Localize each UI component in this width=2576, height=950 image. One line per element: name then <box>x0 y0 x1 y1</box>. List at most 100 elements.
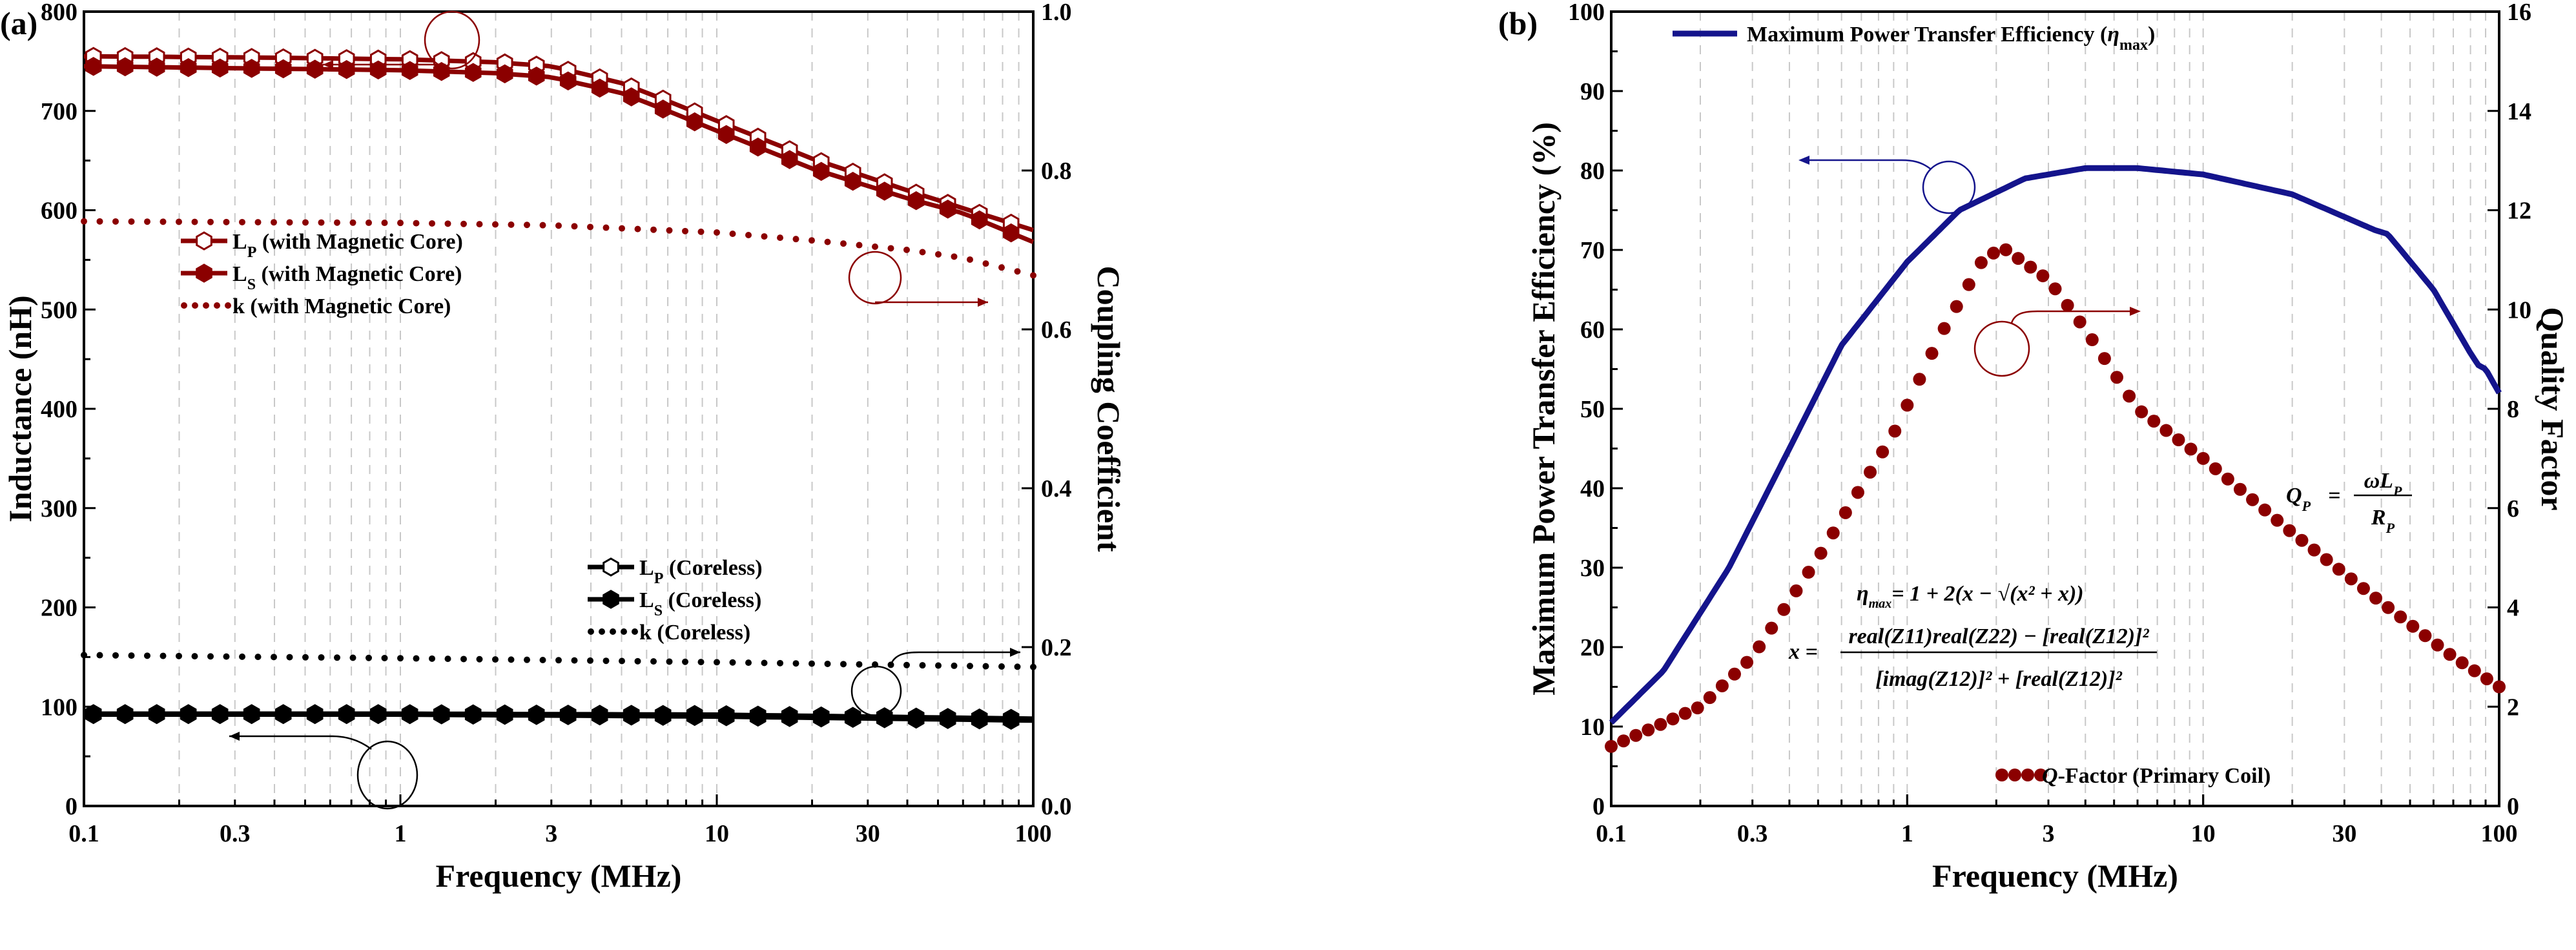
y-tick-label: 80 <box>1580 158 1605 185</box>
x-tick-label: 0.1 <box>1596 820 1627 847</box>
data-point <box>1777 603 1791 616</box>
data-point <box>1002 710 1020 730</box>
data-point <box>2172 433 2185 446</box>
data-point <box>824 660 831 667</box>
data-point <box>1901 398 1914 412</box>
data-point <box>1765 621 1778 635</box>
data-point <box>1617 734 1631 748</box>
data-point <box>971 710 988 730</box>
legend-marker <box>225 302 231 309</box>
data-point <box>413 655 420 662</box>
data-point <box>654 99 672 119</box>
label-part: L <box>639 556 654 580</box>
data-point <box>112 218 119 225</box>
data-point <box>1014 663 1021 670</box>
data-point <box>2085 333 2099 347</box>
data-point <box>2480 672 2493 686</box>
y-tick-label: 90 <box>1580 78 1605 105</box>
series-k-with-magnetic-core- <box>81 218 1036 279</box>
data-point <box>2061 298 2074 312</box>
data-point <box>686 112 703 132</box>
data-point <box>239 218 245 225</box>
data-point <box>809 660 815 667</box>
y2-tick-label: 0.0 <box>1041 793 1072 820</box>
annotation-circle-icon <box>848 251 902 305</box>
q-formula-lhs: QP <box>2286 484 2311 514</box>
data-point <box>116 705 134 725</box>
data-point <box>2110 371 2123 384</box>
panel-label: (b) <box>1498 5 1538 41</box>
legend-marker <box>2021 769 2034 781</box>
data-point <box>1002 223 1020 243</box>
data-point <box>1888 424 1902 438</box>
equals-sign: = <box>2328 484 2340 508</box>
data-point <box>619 657 625 665</box>
data-point <box>587 223 593 231</box>
series-q-factor <box>1605 243 2506 753</box>
data-point <box>939 200 956 219</box>
legend-entry: LS (with Magnetic Core) <box>181 262 462 293</box>
data-point <box>1030 663 1036 670</box>
data-point <box>496 64 513 84</box>
panel-a: 0.1 0.3 1 3 10 30 100 0 100 200 300 400 500 600 700 800… <box>0 0 1127 894</box>
data-point <box>1678 707 1692 720</box>
data-point <box>116 57 134 77</box>
data-point <box>809 237 815 244</box>
y-tick-label: 0 <box>65 793 77 820</box>
label-part: (with Magnetic Core) <box>256 262 462 286</box>
legend-label: Q-Factor (Primary Coil) <box>2042 764 2271 788</box>
data-point <box>180 57 197 77</box>
data-point <box>464 705 482 725</box>
data-point <box>286 654 293 661</box>
legend-label: LP (with Magnetic Core) <box>232 230 463 261</box>
data-point <box>539 222 546 229</box>
label-part: P <box>2385 520 2395 536</box>
label-part: η <box>1857 582 1869 606</box>
data-point <box>148 705 165 725</box>
data-point <box>318 219 325 226</box>
y-tick-label: 400 <box>41 396 77 423</box>
data-point <box>907 191 925 211</box>
y2-tick-label: 16 <box>2507 0 2531 26</box>
data-point <box>2147 415 2161 428</box>
data-point <box>2258 503 2272 517</box>
data-point <box>1999 243 2013 256</box>
data-point <box>761 233 768 240</box>
data-point <box>919 662 926 669</box>
legend-marker <box>203 302 209 309</box>
data-point <box>243 705 260 725</box>
data-point <box>939 710 956 729</box>
series-line <box>1609 165 2502 725</box>
q-formula-numerator: ωLP <box>2364 469 2402 499</box>
arrowhead-icon <box>229 732 240 741</box>
data-point <box>781 150 798 169</box>
legend-label: LP (Coreless) <box>639 556 763 587</box>
data-point <box>2184 442 2198 456</box>
data-point <box>686 707 703 727</box>
annotation-circle-icon <box>424 10 480 70</box>
label-part: S <box>654 603 663 619</box>
data-point <box>369 60 387 80</box>
y2-axis-label: Coupling Coefficient <box>1091 265 1127 552</box>
data-point <box>935 251 942 258</box>
data-point <box>286 219 293 226</box>
label-part: R <box>2371 506 2386 530</box>
data-point <box>781 708 798 727</box>
data-point <box>1691 701 1704 715</box>
data-point <box>1753 640 1766 654</box>
data-point <box>1642 723 1655 737</box>
data-point <box>492 221 499 228</box>
legend-label: LS (Coreless) <box>639 588 761 619</box>
data-point <box>714 659 720 666</box>
label-part: P <box>247 244 257 261</box>
data-point <box>160 652 167 659</box>
data-point <box>191 218 198 225</box>
arrow-icon <box>332 735 372 750</box>
data-point <box>366 654 372 661</box>
data-point <box>381 220 388 227</box>
data-point <box>587 657 593 664</box>
label-part: Q <box>2286 484 2302 508</box>
data-point <box>2307 543 2321 557</box>
data-point <box>128 652 135 659</box>
legend-marker <box>599 628 605 635</box>
